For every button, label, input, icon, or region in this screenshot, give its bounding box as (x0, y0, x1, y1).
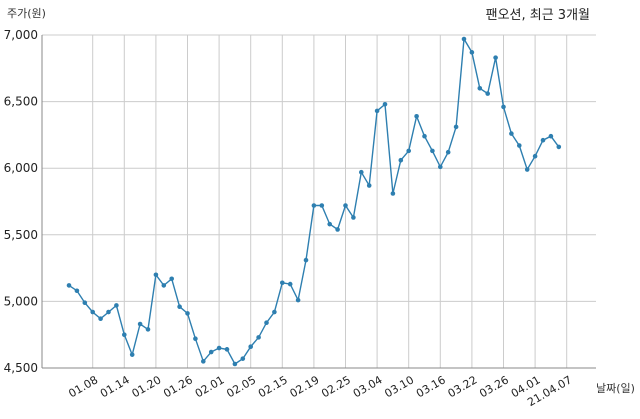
data-point (153, 272, 159, 278)
data-point (287, 281, 293, 287)
chart-title: 팬오션, 최근 3개월 (486, 8, 590, 23)
data-point (453, 124, 459, 130)
x-tick-labels: 01.0801.1401.2001.2602.0102.0502.1502.19… (66, 373, 574, 409)
data-point (445, 149, 451, 155)
data-point (485, 91, 491, 96)
data-point (145, 327, 151, 332)
x-tick-label: 03.16 (414, 373, 448, 400)
data-point (501, 104, 506, 110)
x-axis-label: 날짜(일) (596, 381, 635, 395)
y-tick-labels: 4,500 5,000 5,500 6,000 6,500 7,000 (4, 28, 38, 375)
x-tick-label: 03.04 (351, 373, 385, 400)
data-point (216, 345, 222, 351)
data-point (280, 280, 285, 286)
x-tick-label: 01.20 (130, 373, 164, 400)
x-tick-label: 03.10 (382, 373, 416, 400)
data-point (193, 336, 198, 341)
y-tick-label: 5,500 (4, 228, 38, 242)
data-point (201, 359, 206, 364)
data-point (74, 288, 80, 294)
data-point (374, 108, 380, 114)
x-tick-label: 01.26 (161, 373, 195, 400)
data-point (122, 332, 127, 338)
x-tick-label: 02.25 (319, 373, 353, 400)
y-tick-label: 7,000 (4, 28, 38, 42)
data-point (114, 303, 119, 308)
data-point (398, 157, 404, 163)
x-tick-label: 02.01 (193, 373, 227, 400)
data-point (524, 167, 530, 172)
data-point (303, 257, 309, 263)
data-point (248, 344, 253, 349)
data-point (540, 137, 546, 143)
data-point (493, 55, 498, 60)
data-point (438, 164, 443, 170)
data-point (343, 203, 348, 208)
data-point (129, 352, 135, 357)
y-tick-label: 4,500 (4, 361, 38, 375)
data-point (98, 316, 103, 322)
data-point (461, 36, 467, 42)
data-point (232, 361, 238, 367)
x-tick-label: 02.15 (256, 373, 290, 400)
data-point (82, 300, 88, 306)
data-point (548, 133, 554, 139)
x-tick-label: 03.26 (477, 373, 511, 400)
data-point (319, 203, 325, 208)
data-point (477, 85, 483, 91)
x-tick-label: 03.22 (446, 373, 480, 400)
data-point (556, 144, 562, 150)
data-point (256, 335, 261, 340)
data-point (422, 133, 427, 139)
data-point (430, 148, 435, 154)
data-point (406, 148, 412, 154)
data-point (414, 113, 419, 119)
data-point (272, 309, 277, 315)
data-point (66, 283, 72, 288)
data-point (161, 283, 167, 288)
data-point (351, 215, 356, 220)
data-point (366, 183, 372, 188)
data-point (517, 143, 522, 148)
data-point (224, 347, 230, 352)
data-points (66, 36, 562, 367)
data-point (264, 320, 269, 326)
grid (42, 34, 596, 369)
data-point (509, 131, 514, 136)
data-point (311, 203, 317, 208)
data-point (169, 276, 174, 282)
data-point (469, 50, 475, 55)
data-point (177, 304, 182, 310)
data-point (137, 321, 143, 327)
data-point (240, 356, 246, 361)
data-point (390, 191, 396, 196)
data-point (106, 309, 111, 315)
x-tick-label: 02.05 (224, 373, 258, 400)
x-tick-label: 01.14 (98, 373, 132, 400)
data-point (327, 221, 333, 227)
data-point (382, 101, 388, 107)
y-axis-label: 주가(원) (7, 7, 46, 20)
data-point (335, 227, 340, 232)
data-point (295, 297, 301, 303)
axes (41, 35, 596, 369)
data-point (532, 153, 538, 159)
x-tick-label: 02.19 (288, 373, 322, 400)
x-tick-label: 01.08 (66, 373, 100, 400)
y-tick-label: 6,000 (4, 161, 38, 175)
data-point (359, 169, 364, 175)
data-point (90, 309, 95, 315)
data-point (208, 349, 214, 355)
y-tick-label: 6,500 (4, 95, 38, 109)
y-tick-label: 5,000 (4, 294, 38, 308)
data-point (185, 311, 190, 316)
